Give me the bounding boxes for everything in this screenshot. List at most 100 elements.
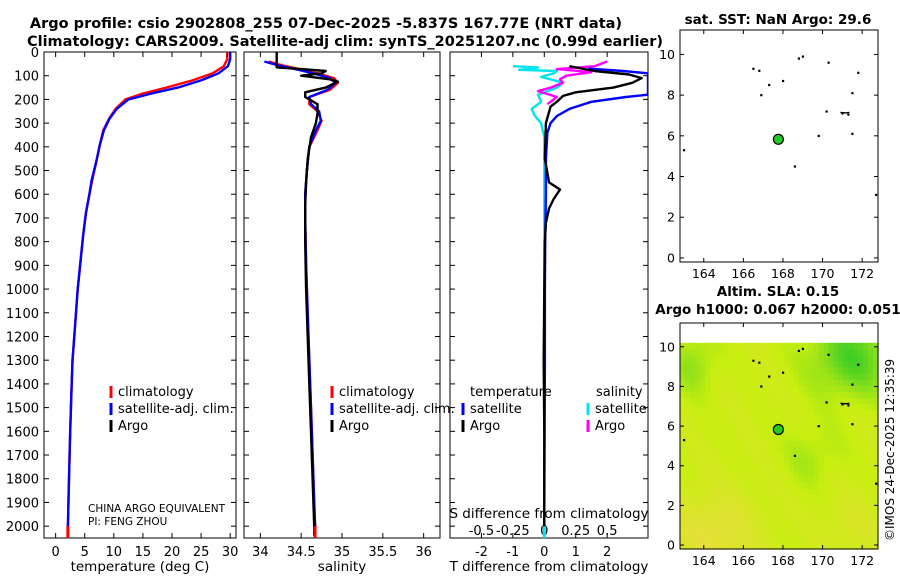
- sla-cell: [704, 500, 711, 508]
- sla-cell: [709, 494, 716, 502]
- sla-cell: [694, 500, 701, 508]
- sla-cell: [843, 409, 849, 417]
- sla-cell: [838, 439, 844, 447]
- sla-cell: [779, 506, 785, 514]
- sla-cell: [863, 518, 869, 526]
- sla-cell: [779, 403, 785, 411]
- sla-cell: [863, 512, 869, 520]
- sla-cell: [779, 348, 785, 356]
- sla-cell: [823, 367, 830, 374]
- sla-cell: [699, 361, 706, 368]
- sla-cell: [764, 354, 770, 362]
- sla-cell: [848, 464, 854, 471]
- sla-cell: [818, 476, 825, 483]
- sla-cell: [808, 385, 815, 392]
- sla-cell: [838, 427, 844, 435]
- sla-cell: [779, 433, 785, 441]
- sla-cell: [744, 506, 750, 514]
- sla-cell: [699, 373, 706, 380]
- sla-cell: [739, 518, 745, 526]
- sla-cell: [853, 512, 859, 520]
- sla-cell: [729, 403, 736, 411]
- sla-cell: [868, 476, 874, 483]
- sla-cell: [704, 494, 711, 502]
- sla-cell: [694, 409, 701, 417]
- sla-cell: [793, 348, 800, 356]
- sla-cell: [818, 367, 825, 374]
- sla-cell: [714, 367, 721, 374]
- sla_map-ytick-label: 0: [667, 538, 675, 553]
- sla-cell: [744, 542, 750, 550]
- sla-cell: [699, 385, 706, 392]
- sla-cell: [868, 421, 874, 429]
- temperature-profile-chart: 0 5 10 15 20 25 300100200300400500600700800900…: [6, 46, 239, 575]
- sla-cell: [779, 373, 785, 380]
- sla-cell: [754, 470, 760, 477]
- sla-cell: [798, 354, 805, 362]
- difference-plot-frame: [449, 51, 649, 539]
- depth-tick-label: 1900: [6, 496, 39, 511]
- sla-cell: [684, 482, 691, 489]
- difference-legend-salinity-heading: salinity: [596, 385, 643, 400]
- sla-cell: [818, 488, 825, 496]
- sla-cell: [868, 385, 874, 392]
- sla-cell: [788, 500, 795, 508]
- sla-cell: [858, 354, 864, 362]
- sla-cell: [724, 476, 731, 483]
- sla-cell: [694, 385, 701, 392]
- sla-cell: [684, 476, 691, 483]
- sla-cell: [853, 433, 859, 441]
- sla-cell: [774, 361, 780, 368]
- sla-cell: [744, 536, 750, 544]
- sst_map-island: [793, 165, 796, 168]
- sla-cell: [798, 397, 805, 405]
- sla-cell: [788, 373, 795, 380]
- sla-cell: [704, 482, 711, 489]
- sla-cell: [803, 367, 810, 374]
- sla-cell: [704, 361, 711, 368]
- sla-cell: [833, 391, 839, 398]
- sla-cell: [719, 354, 726, 362]
- sla-cell: [744, 391, 750, 398]
- sla-cell: [739, 421, 745, 429]
- sla-cell: [744, 451, 750, 459]
- sla-cell: [798, 482, 805, 489]
- sla-cell: [838, 470, 844, 477]
- sla-cell: [684, 506, 691, 514]
- sla-cell: [709, 451, 716, 459]
- sla-cell: [724, 494, 731, 502]
- sla-cell: [813, 542, 820, 550]
- sla-cell: [873, 488, 879, 496]
- sla-cell: [868, 379, 874, 386]
- sla-cell: [823, 512, 830, 520]
- sla-cell: [734, 373, 740, 380]
- sla-cell: [833, 470, 839, 477]
- sla-cell: [759, 524, 765, 532]
- diff-xtick-label: 0: [540, 545, 548, 560]
- sla-cell: [694, 494, 701, 502]
- sla-cell: [699, 506, 706, 514]
- sla-cell: [833, 482, 839, 489]
- sla-cell: [779, 524, 785, 532]
- sla_map-island: [851, 383, 854, 386]
- diff-stick-label: -0.5: [469, 524, 494, 539]
- sla-cell: [828, 342, 835, 350]
- sla-cell: [798, 524, 805, 532]
- sla-cell: [848, 476, 854, 483]
- sla-cell: [714, 530, 721, 538]
- sla-cell: [863, 427, 869, 435]
- sla-cell: [689, 464, 696, 471]
- sla-cell: [709, 518, 716, 526]
- sla-cell: [680, 488, 686, 496]
- sla-cell: [788, 470, 795, 477]
- sla-cell: [739, 451, 745, 459]
- sst_map-ytick-label: 8: [667, 88, 675, 103]
- sla-cell: [769, 427, 775, 435]
- sla-cell: [774, 439, 780, 447]
- sla-cell: [803, 464, 810, 471]
- sla-cell: [749, 530, 755, 538]
- sla-cell: [689, 482, 696, 489]
- sla-cell: [808, 421, 815, 429]
- sla_map-xtick-label: 164: [692, 553, 716, 568]
- sla-cell: [724, 415, 731, 423]
